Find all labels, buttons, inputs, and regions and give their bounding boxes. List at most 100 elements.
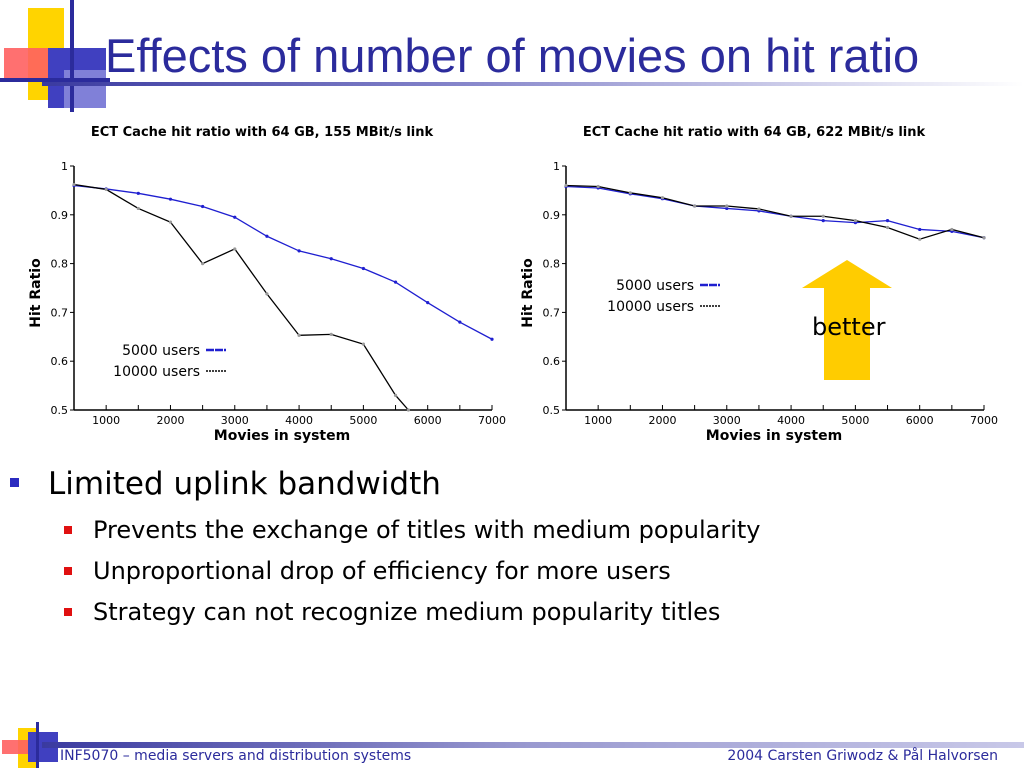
y-tick-label: 0.8	[543, 258, 561, 271]
sub-bullet-square-icon	[64, 567, 72, 575]
x-axis-label: Movies in system	[214, 428, 350, 444]
data-point	[233, 247, 237, 251]
logo	[0, 0, 110, 115]
data-point	[201, 204, 205, 209]
footer-logo	[0, 722, 60, 768]
footer-authors: 2004 Carsten Griwodz & Pål Halvorsen	[727, 748, 998, 764]
data-point	[201, 262, 205, 266]
data-point	[406, 408, 410, 412]
data-point	[72, 182, 76, 187]
data-point	[393, 393, 398, 397]
sub-bullet-text: Prevents the exchange of titles with med…	[93, 516, 761, 544]
data-point	[693, 204, 697, 208]
data-point	[821, 219, 825, 223]
y-tick-label: 0.7	[543, 306, 561, 319]
y-tick-label: 0.6	[543, 355, 561, 368]
x-tick-label: 4000	[285, 414, 313, 427]
chart-title: ECT Cache hit ratio with 64 GB, 622 MBit…	[583, 125, 926, 140]
data-point	[136, 206, 140, 211]
y-tick-label: 0.9	[543, 209, 561, 222]
data-point	[789, 214, 793, 218]
x-tick-label: 4000	[777, 414, 805, 427]
x-tick-label: 3000	[713, 414, 741, 427]
data-point	[918, 227, 922, 232]
up-arrow-icon	[800, 258, 894, 386]
y-tick-label: 0.6	[51, 355, 69, 368]
x-tick-label: 1000	[584, 414, 612, 427]
y-tick-label: 0.9	[51, 209, 69, 222]
data-point	[918, 237, 922, 241]
data-point	[136, 191, 140, 195]
data-point	[564, 183, 568, 188]
data-point	[168, 220, 173, 224]
legend-label: 5000 users	[122, 343, 200, 359]
series-line	[73, 183, 409, 411]
data-point	[265, 292, 269, 296]
data-point	[458, 320, 462, 324]
footer-course: INF5070 – media servers and distribution…	[60, 748, 412, 764]
chart-155-mbit: ECT Cache hit ratio with 64 GB, 155 MBit…	[22, 118, 512, 448]
slide-title: Effects of number of movies on hit ratio	[105, 29, 920, 82]
footer-logo-graphic	[2, 722, 58, 768]
legend-label: 5000 users	[616, 278, 694, 294]
sub-bullet-text: Unproportional drop of efficiency for mo…	[93, 557, 671, 585]
logo-graphic	[0, 0, 110, 112]
series-line	[565, 184, 985, 240]
x-tick-label: 7000	[970, 414, 998, 427]
data-point	[660, 196, 665, 200]
data-point	[950, 227, 954, 232]
chart-title: ECT Cache hit ratio with 64 GB, 155 MBit…	[91, 125, 434, 140]
data-point	[725, 204, 729, 208]
y-tick-label: 0.5	[543, 404, 561, 417]
sub-bullet-square-icon	[64, 608, 72, 616]
x-tick-label: 2000	[648, 414, 676, 427]
data-point	[490, 337, 494, 341]
y-tick-label: 0.8	[51, 258, 69, 271]
data-point	[168, 197, 173, 201]
bullet-text: Limited uplink bandwidth	[48, 466, 441, 502]
legend-label: 10000 users	[607, 299, 694, 315]
data-point	[233, 215, 237, 219]
data-point	[757, 207, 761, 211]
data-point	[329, 257, 333, 261]
x-tick-label: 7000	[478, 414, 506, 427]
data-point	[104, 187, 108, 192]
data-point	[885, 219, 890, 223]
y-tick-label: 1	[61, 160, 68, 173]
sub-bullet-text: Strategy can not recognize medium popula…	[93, 598, 721, 626]
legend-label: 10000 users	[113, 364, 200, 380]
chart-155-mbit-svg: ECT Cache hit ratio with 64 GB, 155 MBit…	[28, 125, 506, 444]
y-tick-label: 0.5	[51, 404, 69, 417]
data-point	[265, 234, 269, 238]
data-point	[297, 333, 301, 337]
data-point	[628, 191, 632, 195]
x-tick-label: 6000	[906, 414, 934, 427]
bullet-square-icon	[10, 478, 19, 487]
data-point	[982, 236, 986, 240]
data-point	[426, 301, 430, 305]
y-tick-label: 1	[553, 160, 560, 173]
data-point	[329, 332, 333, 336]
series-line	[565, 185, 985, 239]
better-label: better	[812, 313, 886, 341]
sub-bullet-square-icon	[64, 526, 72, 534]
data-point	[297, 249, 301, 253]
x-tick-label: 6000	[414, 414, 442, 427]
y-axis-label: Hit Ratio	[520, 258, 536, 328]
data-point	[361, 266, 365, 271]
footer-rule	[42, 742, 1024, 748]
chart-622-mbit-svg: ECT Cache hit ratio with 64 GB, 622 MBit…	[520, 125, 998, 444]
data-point	[725, 206, 729, 211]
data-point	[885, 225, 890, 230]
x-tick-label: 5000	[841, 414, 869, 427]
x-axis-label: Movies in system	[706, 428, 842, 444]
data-point	[821, 214, 825, 218]
y-axis-label: Hit Ratio	[28, 258, 44, 328]
x-tick-label: 1000	[92, 414, 120, 427]
x-tick-label: 2000	[156, 414, 184, 427]
data-point	[361, 342, 365, 346]
data-point	[853, 219, 857, 223]
data-point	[596, 184, 600, 189]
x-tick-label: 5000	[349, 414, 377, 427]
y-tick-label: 0.7	[51, 306, 69, 319]
